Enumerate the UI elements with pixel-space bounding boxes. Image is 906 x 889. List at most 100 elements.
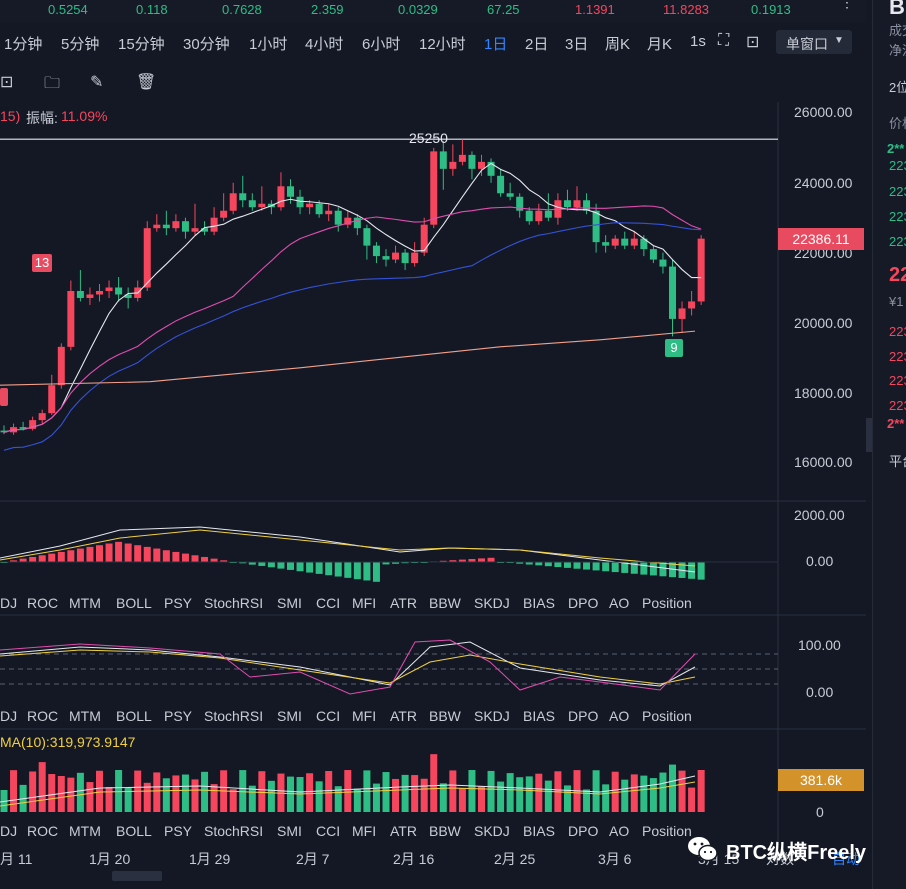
ind-skdj[interactable]: SKDJ: [474, 708, 510, 724]
ind-dpo[interactable]: DPO: [568, 823, 599, 839]
bookmark-icon[interactable]: 🗀: [44, 75, 61, 92]
ind-dpo[interactable]: DPO: [568, 595, 599, 611]
signal-badge: 9: [665, 339, 683, 357]
ind-mtm[interactable]: MTM: [69, 708, 101, 724]
ind-stochrsi[interactable]: StochRSI: [204, 823, 264, 839]
ind-mfi[interactable]: MFI: [352, 595, 377, 611]
macd-bar: [38, 555, 46, 562]
panel-line: 223: [889, 398, 906, 413]
ind-position[interactable]: Position: [642, 823, 692, 839]
volume-bar: [258, 771, 266, 812]
ind-dpo[interactable]: DPO: [568, 708, 599, 724]
ind-cci[interactable]: CCI: [316, 823, 341, 839]
edit-icon[interactable]: ✎: [90, 74, 104, 91]
ind-ao[interactable]: AO: [609, 823, 630, 839]
ind-boll[interactable]: BOLL: [116, 823, 152, 839]
ticker-value: 0.5254: [48, 2, 88, 17]
scroll-handle[interactable]: [112, 871, 162, 881]
ind-atr[interactable]: ATR: [390, 708, 417, 724]
ind-kdj[interactable]: DJ: [0, 823, 18, 839]
ind-bbw[interactable]: BBW: [429, 823, 461, 839]
tf-1m[interactable]: 1分钟: [4, 36, 43, 53]
tf-3d[interactable]: 3日: [565, 36, 589, 53]
candle-body: [382, 256, 390, 260]
add-panel-icon[interactable]: ⊡: [746, 34, 760, 51]
volume-bar: [296, 777, 304, 812]
ind-roc[interactable]: ROC: [27, 823, 59, 839]
ind-mtm[interactable]: MTM: [69, 823, 101, 839]
ind-bias[interactable]: BIAS: [523, 823, 555, 839]
auto-scale-toggle[interactable]: 自动: [832, 851, 860, 867]
ind-bbw[interactable]: BBW: [429, 595, 461, 611]
more-icon[interactable]: ⋮: [840, 0, 854, 10]
ind-psy[interactable]: PSY: [164, 708, 193, 724]
tf-4h[interactable]: 4小时: [305, 36, 344, 53]
ind-ao[interactable]: AO: [609, 708, 630, 724]
ind-atr[interactable]: ATR: [390, 595, 417, 611]
ind-stochrsi[interactable]: StochRSI: [204, 595, 264, 611]
ind-roc[interactable]: ROC: [27, 708, 59, 724]
chart-canvas[interactable]: [0, 102, 866, 847]
panel-line: 净流: [889, 43, 906, 58]
tf-week[interactable]: 周K: [605, 36, 631, 53]
tf-month[interactable]: 月K: [647, 36, 673, 53]
tf-2d[interactable]: 2日: [525, 36, 549, 53]
ind-position[interactable]: Position: [642, 595, 692, 611]
layout-icon[interactable]: ⊡: [0, 74, 14, 91]
price-axis-label: 18000.00: [794, 385, 853, 401]
ind-boll[interactable]: BOLL: [116, 708, 152, 724]
tf-1d[interactable]: 1日: [484, 36, 508, 53]
tf-5m[interactable]: 5分钟: [61, 36, 100, 53]
tf-30m[interactable]: 30分钟: [183, 36, 230, 53]
ind-stochrsi[interactable]: StochRSI: [204, 708, 264, 724]
candle-body: [67, 290, 75, 347]
macd-bar: [554, 562, 562, 568]
chart-area[interactable]: 15) 振幅: 11.09% 26000.00 24000.00 22000.0…: [0, 102, 866, 847]
ind-mtm[interactable]: MTM: [69, 595, 101, 611]
ind-position[interactable]: Position: [642, 708, 692, 724]
ind-bbw[interactable]: BBW: [429, 708, 461, 724]
ind-smi[interactable]: SMI: [277, 708, 302, 724]
ind-mfi[interactable]: MFI: [352, 708, 377, 724]
panel-line[interactable]: 2位: [889, 80, 906, 95]
trash-icon[interactable]: 🗑: [136, 74, 157, 91]
candle-body: [124, 294, 132, 298]
candle-body: [573, 200, 581, 208]
tf-6h[interactable]: 6小时: [362, 36, 401, 53]
ind-smi[interactable]: SMI: [277, 595, 302, 611]
ind-kdj[interactable]: DJ: [0, 708, 18, 724]
ind-psy[interactable]: PSY: [164, 595, 193, 611]
macd-bar: [296, 562, 304, 572]
ind-cci[interactable]: CCI: [316, 708, 341, 724]
ind-cci[interactable]: CCI: [316, 595, 341, 611]
ind-bias[interactable]: BIAS: [523, 708, 555, 724]
ind-kdj[interactable]: DJ: [0, 595, 18, 611]
high-price-label: 25250: [409, 130, 448, 146]
volume-bar: [372, 783, 380, 812]
tf-1h[interactable]: 1小时: [249, 36, 288, 53]
collapse-panel-handle[interactable]: [866, 418, 872, 452]
tf-1s[interactable]: 1s: [690, 33, 706, 50]
fullscreen-icon[interactable]: ⛶: [718, 32, 730, 49]
ind-mfi[interactable]: MFI: [352, 823, 377, 839]
window-mode-select[interactable]: 单窗口 ▼: [776, 30, 852, 54]
candle-body: [401, 252, 409, 264]
candle-body: [497, 175, 505, 194]
ind-boll[interactable]: BOLL: [116, 595, 152, 611]
tf-12h[interactable]: 12小时: [419, 36, 466, 53]
volume-bar: [659, 772, 667, 812]
timeframe-bar: 1分钟 5分钟 15分钟 30分钟 1小时 4小时 6小时 12小时 1日 2日…: [0, 26, 866, 60]
ind-smi[interactable]: SMI: [277, 823, 302, 839]
ind-roc[interactable]: ROC: [27, 595, 59, 611]
panel-line: 平台: [889, 454, 906, 469]
ind-skdj[interactable]: SKDJ: [474, 595, 510, 611]
candle-body: [105, 287, 113, 291]
date-label: 3月 6: [598, 851, 632, 867]
ind-psy[interactable]: PSY: [164, 823, 193, 839]
ind-ao[interactable]: AO: [609, 595, 630, 611]
ind-atr[interactable]: ATR: [390, 823, 417, 839]
ind-skdj[interactable]: SKDJ: [474, 823, 510, 839]
log-scale-toggle[interactable]: 对数: [766, 851, 794, 867]
tf-15m[interactable]: 15分钟: [118, 36, 165, 53]
ind-bias[interactable]: BIAS: [523, 595, 555, 611]
